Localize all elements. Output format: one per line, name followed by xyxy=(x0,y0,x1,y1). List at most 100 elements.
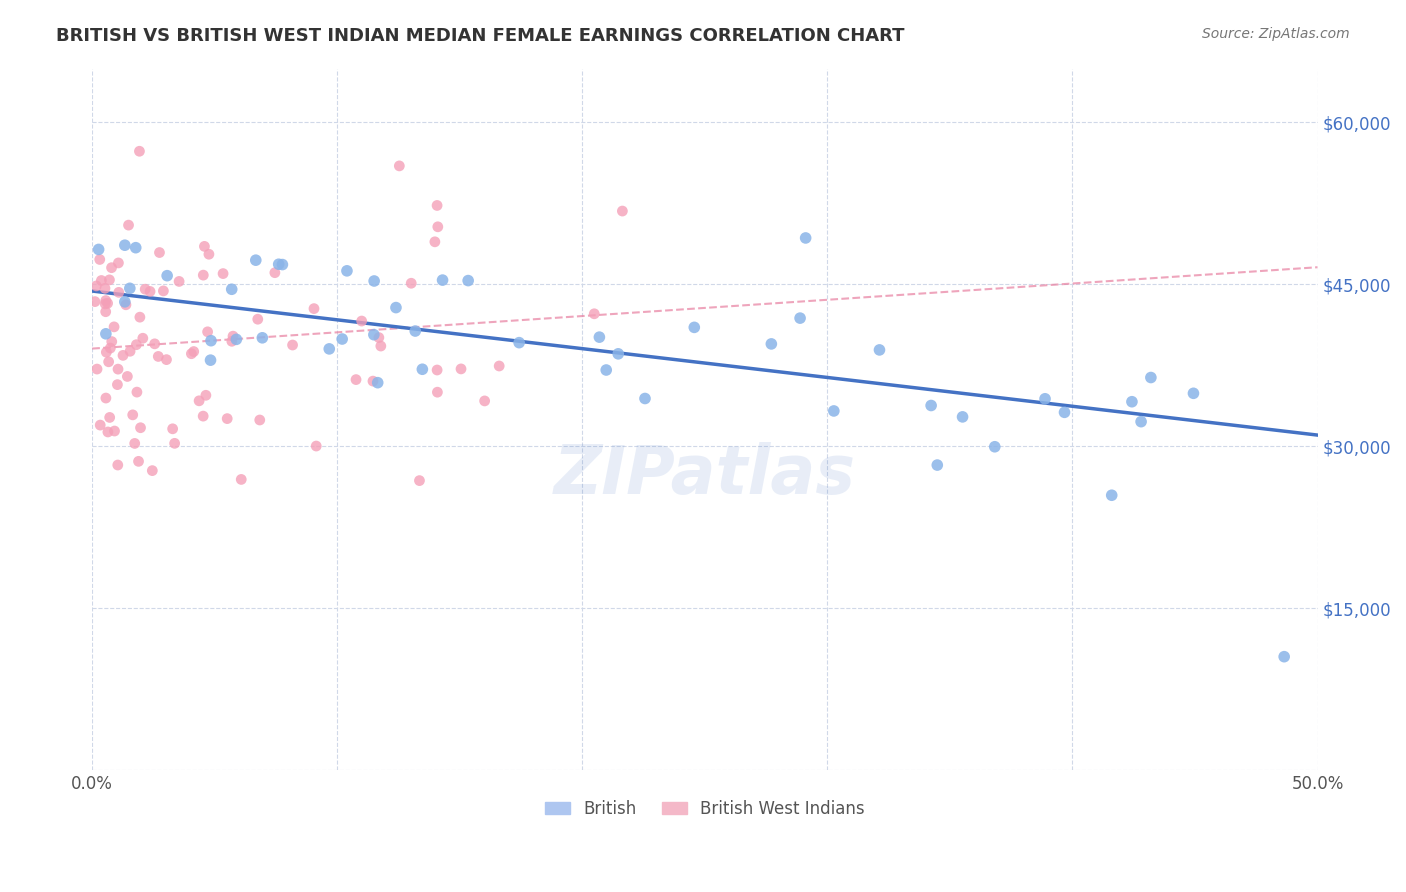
Point xyxy=(128,310,150,325)
Point xyxy=(305,439,328,453)
Point xyxy=(869,343,891,357)
Point xyxy=(927,458,949,472)
Point xyxy=(1272,649,1295,664)
Point xyxy=(281,338,304,352)
Point xyxy=(107,362,129,376)
Point xyxy=(367,330,389,344)
Point xyxy=(103,319,125,334)
Point xyxy=(163,436,186,450)
Point xyxy=(252,331,274,345)
Point xyxy=(363,327,385,342)
Point xyxy=(197,325,219,339)
Point xyxy=(94,304,117,318)
Point xyxy=(221,282,243,296)
Point xyxy=(100,260,122,275)
Point xyxy=(683,320,706,334)
Point xyxy=(132,331,155,345)
Point xyxy=(474,393,496,408)
Point xyxy=(114,294,136,309)
Point xyxy=(336,264,359,278)
Point xyxy=(367,376,389,390)
Point xyxy=(94,281,117,295)
Point xyxy=(363,274,385,288)
Point xyxy=(180,347,202,361)
Point xyxy=(385,301,408,315)
Point xyxy=(125,385,148,400)
Point xyxy=(141,464,163,478)
Point xyxy=(399,277,422,291)
Point xyxy=(1101,488,1123,502)
Point xyxy=(200,334,222,348)
Point xyxy=(432,273,454,287)
Point xyxy=(952,409,974,424)
Point xyxy=(120,344,142,359)
Point xyxy=(128,454,150,468)
Point xyxy=(370,339,392,353)
Point xyxy=(148,245,170,260)
Point xyxy=(607,347,630,361)
Point xyxy=(271,258,294,272)
Point xyxy=(200,353,222,368)
Point xyxy=(222,329,245,343)
Point xyxy=(98,410,121,425)
Point xyxy=(188,393,211,408)
Text: ZIPatlas: ZIPatlas xyxy=(554,442,856,508)
Point xyxy=(344,373,367,387)
Point xyxy=(231,472,253,486)
Point xyxy=(1121,394,1143,409)
Point xyxy=(1053,405,1076,419)
Point xyxy=(115,298,138,312)
Point xyxy=(107,256,129,270)
Point xyxy=(488,359,510,373)
Point xyxy=(330,332,353,346)
Point xyxy=(225,332,247,346)
Point xyxy=(1033,392,1056,406)
Point xyxy=(508,335,530,350)
Point xyxy=(246,312,269,326)
Point xyxy=(426,198,449,212)
Point xyxy=(97,355,120,369)
Point xyxy=(263,266,285,280)
Point xyxy=(148,350,170,364)
Point xyxy=(86,279,108,293)
Text: BRITISH VS BRITISH WEST INDIAN MEDIAN FEMALE EARNINGS CORRELATION CHART: BRITISH VS BRITISH WEST INDIAN MEDIAN FE… xyxy=(56,27,904,45)
Point xyxy=(94,391,117,405)
Point xyxy=(404,324,426,338)
Point xyxy=(89,252,111,267)
Point xyxy=(1130,415,1153,429)
Point xyxy=(143,336,166,351)
Point xyxy=(411,362,433,376)
Point xyxy=(97,296,120,310)
Point xyxy=(117,369,139,384)
Point xyxy=(94,293,117,308)
Point xyxy=(426,363,449,377)
Point xyxy=(121,408,143,422)
Point xyxy=(634,392,657,406)
Point xyxy=(302,301,325,316)
Point xyxy=(100,334,122,349)
Point xyxy=(155,352,177,367)
Point xyxy=(595,363,617,377)
Point xyxy=(823,404,845,418)
Point xyxy=(107,285,129,300)
Point xyxy=(198,247,221,261)
Point xyxy=(221,334,243,349)
Point xyxy=(588,330,610,344)
Point xyxy=(111,348,134,362)
Point xyxy=(87,243,110,257)
Point xyxy=(98,273,121,287)
Legend: British, British West Indians: British, British West Indians xyxy=(538,794,872,825)
Point xyxy=(794,231,817,245)
Point xyxy=(118,281,141,295)
Text: Source: ZipAtlas.com: Source: ZipAtlas.com xyxy=(1202,27,1350,41)
Point xyxy=(117,218,139,232)
Point xyxy=(103,424,125,438)
Point xyxy=(90,273,112,287)
Point xyxy=(1182,386,1205,401)
Point xyxy=(114,238,136,252)
Point xyxy=(129,421,152,435)
Point xyxy=(125,337,148,351)
Point xyxy=(156,268,179,283)
Point xyxy=(94,326,117,341)
Point xyxy=(789,311,811,326)
